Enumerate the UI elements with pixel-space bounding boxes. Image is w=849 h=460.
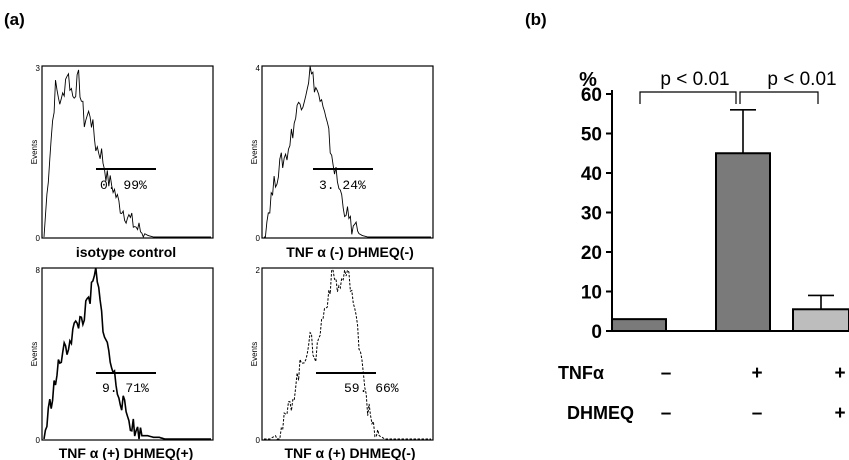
condition-mark: + [834, 363, 845, 384]
y-min-tick: 0 [36, 234, 41, 243]
histogram-trace [43, 267, 211, 440]
y-min-tick: 0 [256, 234, 261, 243]
histogram-tnf-pos-dhmeq-pos: 8 0 Events 9. 71% TNF α (+) DHMEQ(+) [30, 266, 214, 460]
histogram-caption: TNF α (+) DHMEQ(+) [59, 445, 194, 460]
y-max-tick: 4 [256, 64, 261, 73]
panel-label-b: (b) [525, 10, 547, 29]
histogram-tnf-neg-dhmeq-neg: 4 0 Events 3. 24% TNF α (-) DHMEQ(-) [250, 64, 434, 260]
y-axis-label: Events [250, 342, 259, 366]
y-tick-label: 60 [581, 85, 602, 106]
y-axis-label: Events [250, 140, 259, 164]
y-axis-label: Events [30, 140, 39, 164]
condition-mark: + [834, 403, 845, 424]
y-tick-label: 50 [581, 125, 602, 146]
condition-mark: – [661, 363, 672, 384]
y-tick-label: 0 [591, 322, 602, 343]
histogram-frame [41, 65, 214, 239]
histogram-tnf-pos-dhmeq-neg: 2 0 Events 59. 66% TNF α (+) DHMEQ(-) [250, 266, 434, 460]
bars [611, 109, 849, 332]
condition-label-tnf: TNFα [558, 363, 604, 383]
histogram-frame [41, 267, 214, 441]
y-axis-label: Events [30, 342, 39, 366]
y-tick-label: 30 [581, 204, 602, 225]
y-tick-label: 20 [581, 243, 602, 264]
y-min-tick: 0 [256, 436, 261, 445]
condition-mark: – [752, 403, 763, 424]
condition-label-dhmeq: DHMEQ [567, 403, 634, 423]
error-bar [730, 109, 756, 154]
gate-percent: 59. 66% [344, 381, 399, 396]
y-ticks: 0 10 20 30 40 50 60 [581, 85, 612, 343]
y-tick-label: 10 [581, 283, 602, 304]
y-max-tick: 8 [36, 266, 41, 275]
histogram-caption: isotype control [76, 244, 176, 260]
bar [611, 318, 667, 332]
significance-bracket [739, 91, 819, 104]
condition-mark: + [751, 363, 762, 384]
histogram-frame [261, 65, 434, 239]
gate-percent: 0. 99% [100, 178, 147, 193]
significance-bracket [639, 91, 737, 104]
error-bar [808, 294, 834, 310]
bar [792, 308, 849, 332]
y-max-tick: 2 [256, 266, 261, 275]
y-axis-unit: % [579, 69, 597, 91]
histogram-caption: TNF α (+) DHMEQ(-) [284, 445, 415, 460]
histogram-trace [264, 268, 431, 440]
histogram-isotype-control: 3 0 Events 0. 99% isotype control [30, 64, 214, 260]
bar-chart: % 0 10 20 30 40 50 60 p < 0.01 p < 0.01 TNFα D… [558, 69, 849, 424]
histogram-trace [264, 66, 431, 238]
histogram-trace [43, 69, 211, 239]
gate-percent: 9. 71% [102, 381, 149, 396]
condition-mark: – [661, 403, 672, 424]
p-value-annotation: p < 0.01 [660, 69, 729, 90]
y-max-tick: 3 [36, 64, 41, 73]
p-value-annotation: p < 0.01 [767, 69, 836, 90]
gate-percent: 3. 24% [319, 178, 366, 193]
y-min-tick: 0 [36, 436, 41, 445]
condition-marks: – + + – – + [661, 363, 846, 424]
bar [715, 152, 771, 332]
histogram-frame [261, 267, 434, 441]
histogram-caption: TNF α (-) DHMEQ(-) [286, 244, 414, 260]
y-tick-label: 40 [581, 164, 602, 185]
panel-label-a: (a) [4, 10, 25, 29]
